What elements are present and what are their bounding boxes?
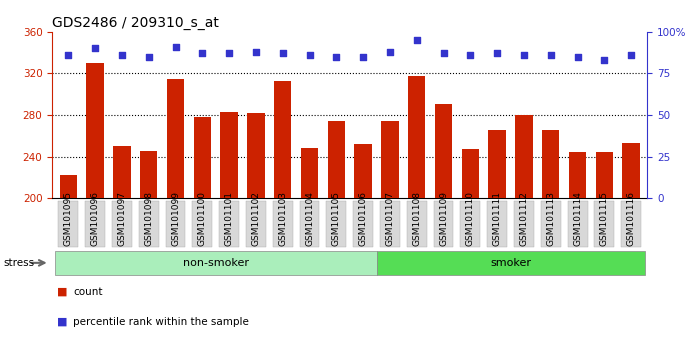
FancyBboxPatch shape (622, 201, 641, 247)
FancyBboxPatch shape (407, 201, 427, 247)
Text: GSM101109: GSM101109 (439, 192, 448, 246)
FancyBboxPatch shape (380, 201, 400, 247)
Text: ■: ■ (57, 287, 68, 297)
Point (519, 52, 530, 58)
FancyBboxPatch shape (514, 201, 534, 247)
FancyBboxPatch shape (112, 201, 132, 247)
Bar (542, 130, 560, 198)
Point (170, 44, 181, 50)
Bar (167, 79, 184, 198)
FancyBboxPatch shape (594, 201, 615, 247)
Text: GDS2486 / 209310_s_at: GDS2486 / 209310_s_at (52, 16, 219, 30)
Text: ■: ■ (57, 317, 68, 327)
FancyBboxPatch shape (487, 201, 507, 247)
Point (90, 46, 101, 51)
Bar (86, 63, 104, 198)
Bar (489, 130, 506, 198)
FancyBboxPatch shape (434, 201, 454, 247)
Point (331, 54, 342, 59)
Point (384, 49, 395, 55)
Point (626, 52, 637, 58)
Bar (622, 143, 640, 198)
Point (143, 54, 155, 59)
Bar (193, 117, 211, 198)
Bar (461, 149, 479, 198)
Bar (408, 75, 425, 198)
Bar (381, 121, 399, 198)
Text: GSM101098: GSM101098 (144, 192, 153, 246)
FancyBboxPatch shape (273, 201, 292, 247)
Bar (55, 251, 377, 275)
Text: GSM101112: GSM101112 (519, 192, 528, 246)
Bar (247, 113, 264, 198)
Text: stress: stress (3, 258, 35, 268)
Point (304, 52, 315, 58)
Text: GSM101100: GSM101100 (198, 192, 207, 246)
Text: GSM101101: GSM101101 (225, 192, 234, 246)
Point (358, 54, 369, 59)
Text: non-smoker: non-smoker (183, 258, 248, 268)
Text: GSM101102: GSM101102 (251, 192, 260, 246)
Text: smoker: smoker (490, 258, 531, 268)
Bar (221, 112, 238, 198)
FancyBboxPatch shape (354, 201, 373, 247)
Point (599, 57, 610, 63)
Text: GSM101097: GSM101097 (118, 192, 127, 246)
Text: percentile rank within the sample: percentile rank within the sample (73, 317, 249, 327)
Point (223, 51, 235, 56)
Text: GSM101103: GSM101103 (278, 192, 287, 246)
Text: count: count (73, 287, 102, 297)
FancyBboxPatch shape (541, 201, 561, 247)
Text: GSM101104: GSM101104 (305, 192, 314, 246)
Bar (274, 81, 292, 198)
Point (438, 51, 449, 56)
FancyBboxPatch shape (568, 201, 587, 247)
Text: GSM101106: GSM101106 (358, 192, 367, 246)
Text: GSM101110: GSM101110 (466, 192, 475, 246)
Point (277, 51, 288, 56)
FancyBboxPatch shape (85, 201, 105, 247)
FancyBboxPatch shape (139, 201, 159, 247)
Point (63, 52, 74, 58)
Text: GSM101108: GSM101108 (412, 192, 421, 246)
Text: GSM101099: GSM101099 (171, 192, 180, 246)
Bar (377, 251, 644, 275)
Text: GSM101114: GSM101114 (573, 192, 582, 246)
Text: GSM101107: GSM101107 (386, 192, 395, 246)
FancyBboxPatch shape (461, 201, 480, 247)
FancyBboxPatch shape (299, 201, 319, 247)
Bar (435, 104, 452, 198)
Point (197, 51, 208, 56)
Point (545, 52, 556, 58)
Bar (60, 175, 77, 198)
FancyBboxPatch shape (326, 201, 346, 247)
FancyBboxPatch shape (219, 201, 239, 247)
FancyBboxPatch shape (246, 201, 266, 247)
FancyBboxPatch shape (58, 201, 78, 247)
FancyBboxPatch shape (192, 201, 212, 247)
Point (116, 52, 127, 58)
Bar (596, 153, 613, 198)
Text: GSM101113: GSM101113 (546, 192, 555, 246)
Bar (354, 144, 372, 198)
Bar (113, 146, 131, 198)
Point (572, 54, 583, 59)
Text: GSM101105: GSM101105 (332, 192, 341, 246)
Bar (140, 152, 157, 198)
Text: GSM101095: GSM101095 (64, 192, 73, 246)
Bar (328, 121, 345, 198)
FancyBboxPatch shape (166, 201, 185, 247)
Bar (569, 153, 586, 198)
Text: GSM101111: GSM101111 (493, 192, 502, 246)
Point (465, 52, 476, 58)
Text: GSM101096: GSM101096 (90, 192, 100, 246)
Point (491, 51, 503, 56)
Text: GSM101116: GSM101116 (626, 192, 635, 246)
Bar (515, 115, 532, 198)
Point (251, 49, 262, 55)
Bar (301, 148, 318, 198)
Point (411, 37, 422, 43)
Text: GSM101115: GSM101115 (600, 192, 609, 246)
